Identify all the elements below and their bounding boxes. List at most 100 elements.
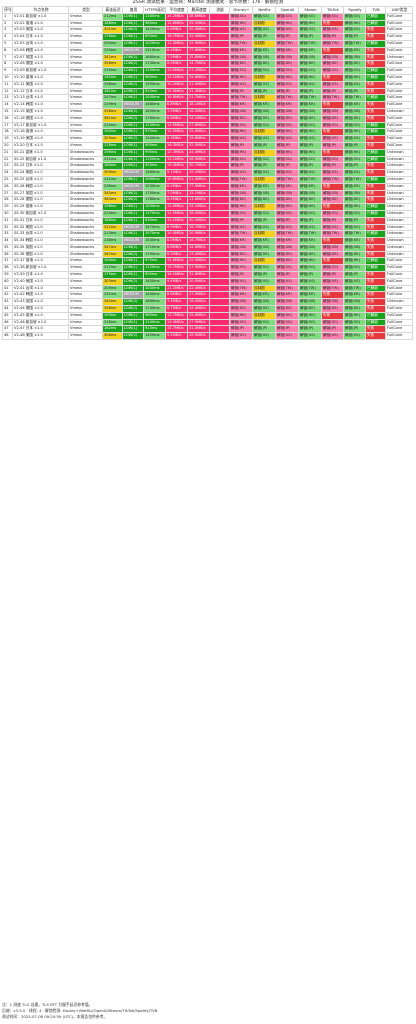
table-row: 22 SS-22 新加坡 ×1.0 Shadowsocks 221ms LOW(1) 11… bbox=[2, 155, 413, 164]
table-cell: 176ms bbox=[102, 33, 123, 41]
table-cell: SS-25 台湾 ×1.0 bbox=[12, 175, 69, 184]
table-cell: 7.4MB/s bbox=[165, 298, 188, 307]
table-cell bbox=[209, 271, 230, 279]
table-cell: 解锁(US) bbox=[321, 169, 344, 177]
table-cell: Unknown bbox=[385, 298, 413, 307]
table-cell: 1420ms bbox=[143, 26, 166, 35]
table-cell: 31.0MB/s bbox=[187, 325, 210, 334]
table-cell bbox=[209, 230, 230, 239]
table-cell: 自制剧 bbox=[252, 311, 276, 320]
table-cell: 失败 bbox=[321, 73, 344, 82]
table-cell: 238ms bbox=[102, 237, 123, 245]
table-cell: 39 bbox=[2, 271, 13, 279]
table-cell: 失败 bbox=[365, 46, 386, 55]
table-cell: 26 bbox=[2, 182, 13, 191]
table-cell: V2-15 英国 ×1.0 bbox=[12, 107, 69, 116]
table-cell: 解锁(SG) bbox=[275, 318, 299, 327]
table-cell: 解锁(DE) bbox=[321, 305, 344, 313]
table-cell: 236ms bbox=[102, 182, 123, 191]
table-body: 1 V2-01 新加坡 ×1.0 Vmess 212ms LOW(1) 1160ms 14.… bbox=[2, 12, 413, 341]
table-cell: 解锁(DE) bbox=[343, 250, 366, 259]
table-cell: 解锁(JP) bbox=[343, 87, 366, 96]
table-cell: 21.0MB/s bbox=[187, 80, 210, 89]
table-cell: LOW(1) bbox=[122, 257, 144, 266]
table-cell: 23 bbox=[2, 162, 13, 171]
table-cell bbox=[209, 284, 230, 293]
table-cell: FullCone bbox=[385, 101, 413, 109]
table-cell: 15.9MB/s bbox=[165, 87, 188, 96]
table-row: 47 V2-47 日本 ×1.0 Vmess 182ms LOW(1) 915ms 15.7… bbox=[2, 325, 413, 334]
table-cell: Shadowsocks bbox=[68, 189, 103, 198]
table-cell: LOW(1) bbox=[122, 155, 144, 164]
table-cell: SS-32 美国 ×1.0 bbox=[12, 223, 69, 232]
table-cell: 解锁(KR) bbox=[275, 291, 299, 300]
table-cell bbox=[209, 243, 230, 252]
table-cell: 17 bbox=[2, 121, 13, 130]
table-cell: 解锁(DE) bbox=[252, 196, 276, 205]
table-cell bbox=[209, 264, 230, 273]
table-cell: 解锁(TW) bbox=[298, 284, 322, 293]
table-cell: 6.7MB/s bbox=[165, 305, 188, 313]
table-cell: LOW(1) bbox=[122, 148, 144, 157]
table-cell: 14.4MB/s bbox=[187, 305, 210, 313]
column-header: HTTPS延迟 bbox=[143, 6, 166, 14]
table-cell: 24.4MB/s bbox=[187, 148, 210, 157]
table-cell bbox=[209, 325, 230, 334]
table-cell: 解锁(JP) bbox=[229, 87, 253, 96]
table-cell: 解锁(DE) bbox=[229, 305, 253, 313]
table-cell: 194ms bbox=[102, 257, 123, 266]
table-cell: 解锁(KR) bbox=[275, 101, 299, 109]
table-cell: 910ms bbox=[143, 87, 166, 96]
table-row: 41 V2-41 台湾 ×1.0 Vmess 205ms LOW(1) 1030ms 11.… bbox=[2, 284, 413, 293]
table-cell: LOW(1) bbox=[122, 162, 144, 171]
table-cell: 9.3MB/s bbox=[165, 135, 188, 143]
table-cell: 1430ms bbox=[143, 277, 166, 286]
column-header: 序号 bbox=[2, 6, 13, 14]
table-cell: 已解锁 bbox=[365, 94, 386, 103]
table-cell: Vmess bbox=[68, 19, 103, 28]
table-cell: 915ms bbox=[143, 325, 166, 334]
table-cell: SS-30 新加坡 ×1.0 bbox=[12, 209, 69, 218]
table-cell: 解锁(DE) bbox=[298, 305, 322, 313]
table-cell bbox=[209, 12, 230, 21]
table-cell: 解锁(TW) bbox=[343, 39, 366, 48]
table-cell bbox=[209, 67, 230, 75]
table-row: 36 SS-36 德国 ×1.0 Shadowsocks 367ms LOW(2) 179… bbox=[2, 250, 413, 259]
table-cell: 解锁(SG) bbox=[275, 264, 299, 273]
table-row: 6 V2-06 韩国 ×1.0 Vmess 233ms MEDIUM 1510ms 8.4M… bbox=[2, 46, 413, 55]
table-cell: 解锁(KR) bbox=[252, 182, 276, 191]
table-cell: 解锁(TW) bbox=[298, 175, 322, 184]
table-cell: 解锁(HK) bbox=[343, 73, 366, 82]
table-cell: LOW(1) bbox=[122, 12, 144, 21]
table-row: 26 SS-26 韩国 ×1.0 Shadowsocks 236ms MEDIUM 153… bbox=[2, 182, 413, 191]
table-cell: LOW(1) bbox=[122, 318, 144, 327]
table-cell: 解锁(GB) bbox=[298, 243, 322, 252]
table-cell: 358ms bbox=[102, 305, 123, 313]
table-cell: V2-37 香港 ×1.0 bbox=[12, 257, 69, 266]
table-cell: 解锁(KR) bbox=[229, 101, 253, 109]
table-row: 12 V2-12 日本 ×1.0 Vmess 181ms LOW(1) 910ms 15.9… bbox=[2, 87, 413, 96]
table-cell: 已解锁 bbox=[365, 284, 386, 293]
table-cell: LOW(1) bbox=[122, 73, 144, 82]
table-cell: LOW(2) bbox=[122, 250, 144, 259]
table-cell: 1460ms bbox=[143, 169, 166, 177]
table-cell: V2-48 美国 ×1.0 bbox=[12, 332, 69, 341]
table-cell: 解锁(HK) bbox=[229, 257, 253, 266]
results-table: 序号 节点名称 类型 真连延迟 复用 HTTPS延迟 平均速度 最高速度 流量 Disney+ Ne… bbox=[2, 6, 413, 341]
table-cell: MEDIUM bbox=[122, 182, 144, 191]
table-cell: 41 bbox=[2, 284, 13, 293]
table-cell: 解锁(DE) bbox=[321, 114, 344, 123]
table-cell: 解锁(SG) bbox=[343, 67, 366, 75]
table-cell: 已解锁 bbox=[365, 19, 386, 28]
table-cell: 解锁(DE) bbox=[343, 196, 366, 205]
table-cell: 解锁(JP) bbox=[298, 33, 322, 41]
table-cell bbox=[209, 73, 230, 82]
table-cell: 14.1MB/s bbox=[187, 114, 210, 123]
table-cell: 980ms bbox=[143, 19, 166, 28]
table-row: 38 V2-38 新加坡 ×1.0 Vmess 217ms LOW(1) 1120ms 13… bbox=[2, 264, 413, 273]
table-cell: 11 bbox=[2, 80, 13, 89]
table-cell: 解锁(SG) bbox=[229, 67, 253, 75]
table-cell: LOW(1) bbox=[122, 271, 144, 279]
table-cell: 失败 bbox=[365, 332, 386, 341]
table-cell: LOW(1) bbox=[122, 128, 144, 137]
